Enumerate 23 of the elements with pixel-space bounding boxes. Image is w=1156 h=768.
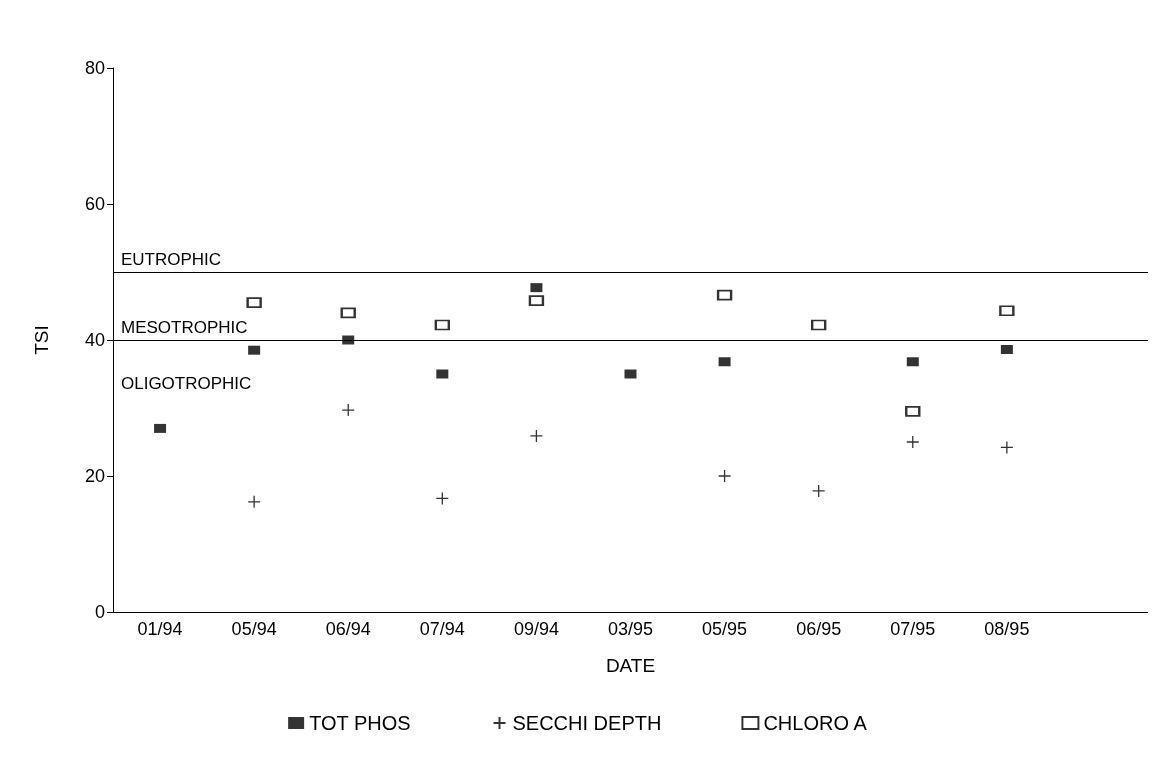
x-tick-label: 07/94	[419, 619, 465, 639]
y-tick-label: 20	[84, 466, 105, 486]
x-tick-label: 03/95	[607, 619, 654, 639]
legend-label: SECCHI DEPTH	[512, 712, 662, 734]
y-tick-label: 40	[84, 330, 105, 350]
y-tick-label: 80	[84, 58, 105, 78]
y-axis-title: TSI	[31, 325, 52, 355]
y-tick-label: 0	[94, 602, 105, 622]
x-tick-label: 06/95	[796, 619, 842, 639]
ref-line-label: EUTROPHIC	[121, 250, 222, 269]
x-tick-label: 09/94	[513, 619, 559, 639]
x-tick-label: 05/95	[702, 619, 748, 639]
x-tick-label: 08/95	[984, 619, 1030, 639]
y-tick-label: 60	[84, 194, 105, 214]
x-tick-label: 05/94	[231, 619, 277, 639]
annotation: OLIGOTROPHIC	[121, 374, 252, 393]
x-tick-label: 07/95	[890, 619, 936, 639]
ref-line-label: MESOTROPHIC	[121, 318, 248, 337]
x-tick-label: 06/94	[325, 619, 371, 639]
x-tick-label: 01/94	[137, 619, 183, 639]
legend-label: TOT PHOS	[309, 712, 411, 734]
legend-label: CHLORO A	[763, 712, 868, 734]
x-axis-title: DATE	[605, 655, 656, 676]
